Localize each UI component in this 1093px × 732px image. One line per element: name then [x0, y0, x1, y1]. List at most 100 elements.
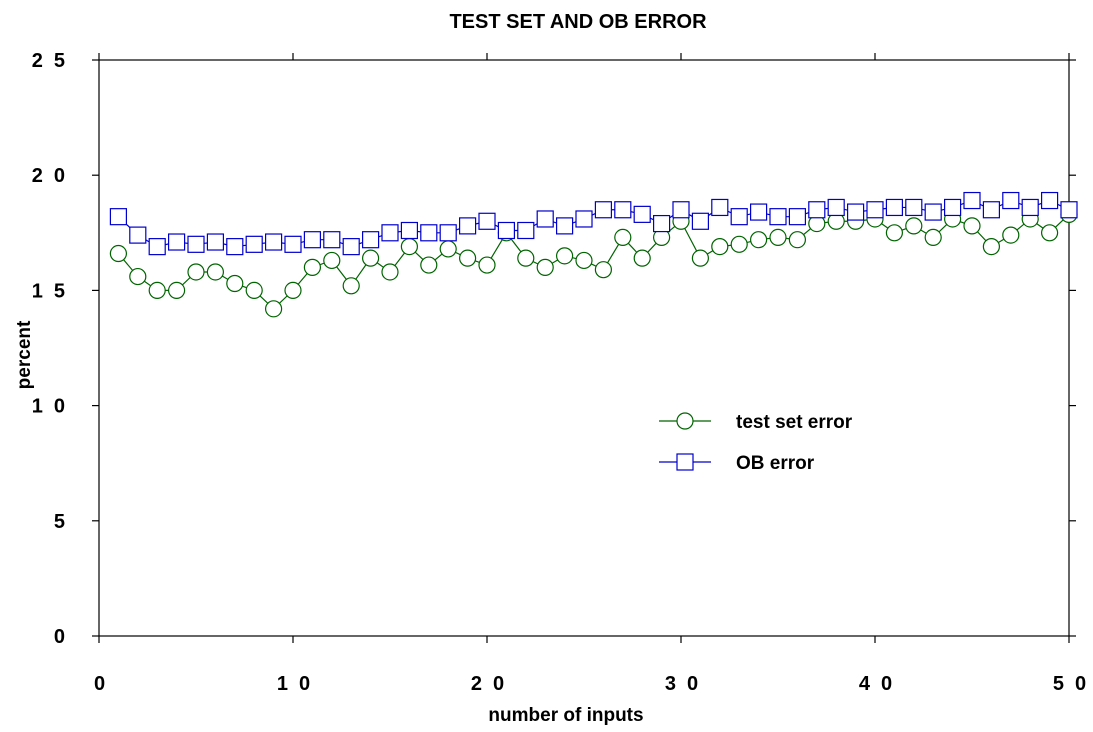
data-point-ob-error: [730, 208, 748, 226]
data-point-ob-error: [555, 217, 574, 235]
data-point-test-set-error: [303, 258, 321, 276]
plot-frame: [98, 59, 1070, 637]
data-point-test-set-error: [478, 256, 496, 274]
data-point-test-set-error: [614, 228, 632, 247]
plot-border: [98, 59, 1070, 637]
data-point-test-set-error: [148, 281, 166, 299]
x-tick-label: 0: [94, 673, 116, 695]
x-tick-label: 20: [471, 673, 515, 695]
data-point-ob-error: [575, 210, 593, 228]
data-point-ob-error: [614, 201, 632, 219]
data-point-ob-error: [885, 198, 904, 217]
data-point-ob-error: [459, 217, 477, 235]
data-point-test-set-error: [749, 231, 768, 249]
data-point-test-set-error: [265, 300, 283, 318]
data-point-ob-error: [109, 208, 128, 226]
data-point-ob-error: [846, 203, 865, 221]
legend-label-ob-error: OB error: [736, 453, 815, 474]
data-point-test-set-error: [439, 240, 457, 258]
y-tick-label: 15: [32, 280, 76, 302]
data-point-test-set-error: [459, 249, 477, 267]
legend-item-ob-error: OB error: [659, 453, 815, 474]
data-point-test-set-error: [342, 277, 360, 295]
data-point-ob-error: [827, 198, 845, 217]
data-point-test-set-error: [788, 231, 807, 249]
data-point-ob-error: [420, 224, 438, 242]
data-point-test-set-error: [245, 281, 263, 299]
data-point-ob-error: [148, 238, 166, 256]
data-point-test-set-error: [633, 249, 651, 267]
data-point-ob-error: [478, 212, 496, 230]
data-point-ob-error: [323, 231, 341, 249]
data-point-test-set-error: [594, 261, 613, 279]
chart-title: TEST SET AND OB ERROR: [449, 11, 707, 33]
data-point-ob-error: [265, 233, 283, 251]
ticks: [92, 53, 1076, 643]
legend-item-test-set-error: test set error: [659, 412, 853, 433]
data-point-test-set-error: [730, 235, 748, 253]
legend-circle-marker: [676, 412, 694, 430]
y-tick-label: 5: [54, 511, 76, 533]
data-point-ob-error: [536, 210, 554, 228]
series-ob-error: [109, 191, 1078, 256]
data-point-test-set-error: [362, 249, 380, 267]
data-point-ob-error: [1060, 201, 1078, 219]
data-point-ob-error: [226, 238, 244, 256]
data-point-ob-error: [963, 191, 981, 210]
y-tick-label: 0: [54, 626, 76, 648]
data-point-ob-error: [1002, 191, 1020, 210]
data-point-ob-error: [808, 201, 826, 219]
data-point-test-set-error: [905, 217, 923, 235]
data-point-ob-error: [749, 203, 768, 221]
series-layer: [109, 191, 1078, 318]
data-point-test-set-error: [400, 238, 418, 256]
x-axis-label: number of inputs: [488, 705, 643, 726]
data-point-ob-error: [905, 198, 923, 217]
data-point-ob-error: [362, 231, 380, 249]
data-point-test-set-error: [555, 247, 574, 265]
data-point-test-set-error: [924, 228, 942, 247]
data-point-test-set-error: [323, 251, 341, 270]
data-point-ob-error: [633, 205, 651, 223]
data-point-test-set-error: [381, 263, 399, 281]
data-point-ob-error: [711, 198, 729, 217]
data-point-ob-error: [943, 198, 962, 217]
data-point-ob-error: [439, 224, 457, 242]
y-axis-label: percent: [14, 320, 35, 389]
legend-square-marker: [676, 453, 694, 471]
data-point-ob-error: [245, 235, 263, 253]
legend-label-test-set-error: test set error: [736, 412, 853, 433]
data-point-ob-error: [303, 231, 321, 249]
data-point-test-set-error: [982, 238, 1001, 256]
data-point-ob-error: [769, 208, 787, 226]
legend: test set error OB error: [659, 412, 853, 474]
x-tick-label: 30: [665, 673, 709, 695]
data-point-test-set-error: [1002, 226, 1020, 244]
tick-labels: 0 10 20 30 40 50 0 5 10 15 20 25: [32, 50, 1086, 695]
data-point-ob-error: [517, 221, 535, 240]
data-point-test-set-error: [711, 238, 729, 256]
data-point-ob-error: [866, 201, 884, 219]
data-point-ob-error: [400, 221, 418, 240]
y-tick-label: 25: [32, 50, 76, 72]
data-point-test-set-error: [284, 281, 302, 299]
data-point-ob-error: [206, 233, 224, 251]
data-point-test-set-error: [575, 251, 593, 270]
data-point-ob-error: [187, 235, 205, 253]
data-point-ob-error: [594, 201, 613, 219]
data-point-ob-error: [691, 212, 710, 230]
data-point-test-set-error: [420, 256, 438, 274]
data-point-test-set-error: [885, 224, 904, 242]
data-point-test-set-error: [168, 281, 186, 299]
data-point-ob-error: [284, 235, 302, 253]
data-point-ob-error: [129, 226, 147, 244]
data-point-ob-error: [1040, 191, 1059, 210]
data-point-ob-error: [982, 201, 1001, 219]
data-point-test-set-error: [691, 249, 710, 267]
data-point-test-set-error: [1040, 224, 1059, 242]
y-tick-label: 20: [32, 165, 76, 187]
data-point-test-set-error: [536, 258, 554, 276]
series-test-set-error: [109, 205, 1078, 318]
x-tick-label: 40: [859, 673, 903, 695]
